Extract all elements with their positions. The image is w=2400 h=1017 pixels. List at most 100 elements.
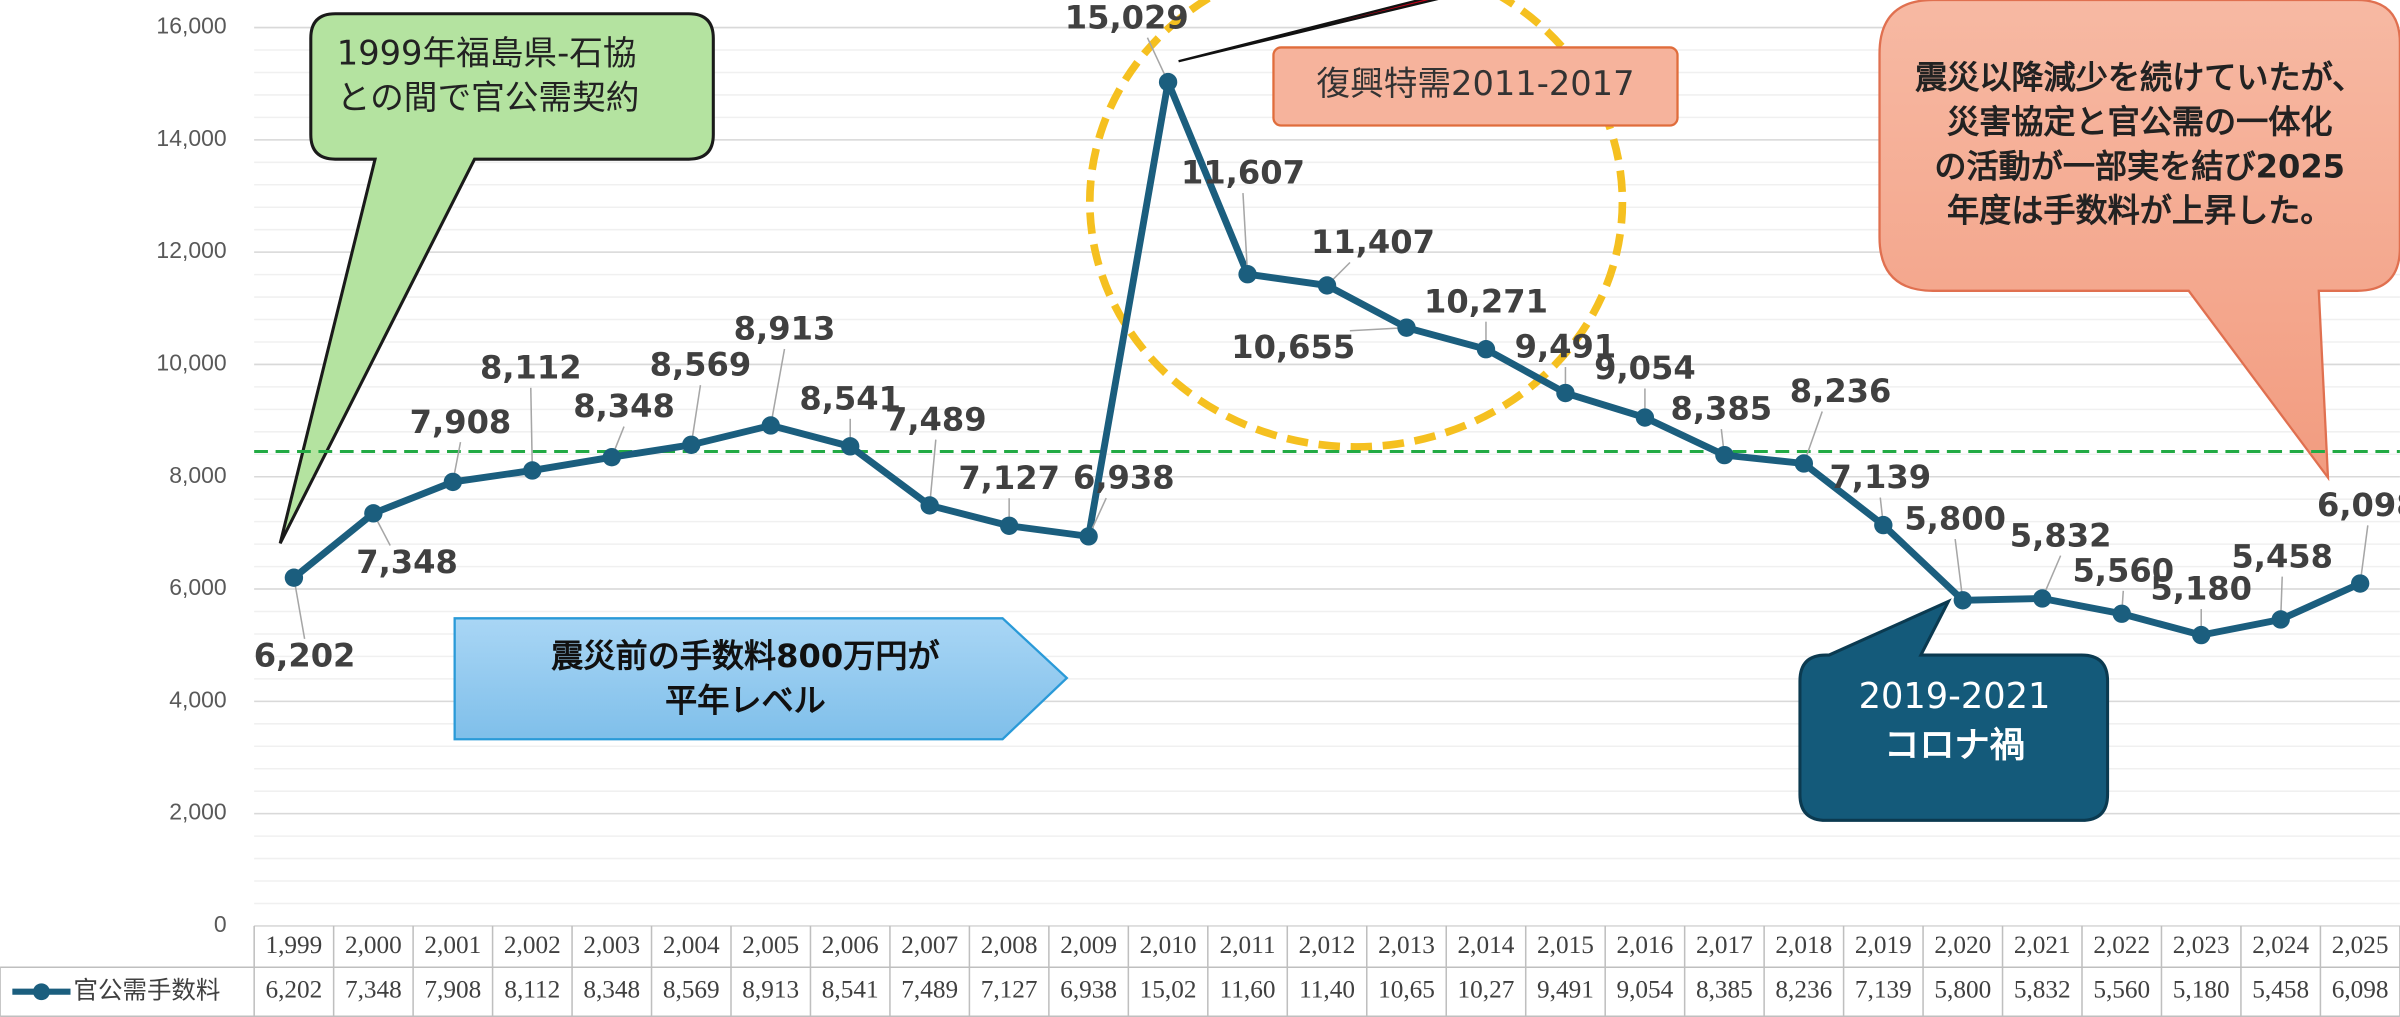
table-cell: 9,491 <box>1537 976 1594 1004</box>
x-tick-label: 2,014 <box>1458 931 1515 959</box>
x-tick-label: 2,003 <box>583 931 640 959</box>
data-label: 10,271 <box>1424 282 1548 320</box>
marker <box>1397 318 1416 337</box>
marker <box>523 461 542 480</box>
data-label: 7,127 <box>958 459 1060 497</box>
data-label: 5,560 <box>2072 551 2174 589</box>
data-label: 8,348 <box>573 387 675 425</box>
leader-line <box>293 577 306 640</box>
table-cell: 7,908 <box>424 976 481 1004</box>
data-label: 8,236 <box>1790 372 1892 410</box>
x-tick-label: 2,010 <box>1140 931 1197 959</box>
annotation-text: 震災以降減少を続けていたが、 <box>1915 59 2364 97</box>
x-tick-label: 2,017 <box>1696 931 1753 959</box>
data-label: 8,569 <box>650 346 752 384</box>
arrow <box>1178 0 1439 63</box>
data-label: 8,385 <box>1671 390 1773 428</box>
marker <box>443 472 463 492</box>
x-tick-label: 2,008 <box>981 931 1038 959</box>
marker <box>1079 527 1098 546</box>
table-cell: 6,098 <box>2332 976 2389 1004</box>
y-tick-label: 2,000 <box>169 799 226 825</box>
marker <box>284 568 304 587</box>
data-label: 8,112 <box>480 348 582 386</box>
x-tick-label: 2,019 <box>1855 931 1912 959</box>
data-label: 5,458 <box>2231 537 2333 575</box>
x-tick-label: 2,025 <box>2332 931 2389 959</box>
marker <box>2350 574 2370 593</box>
table-cell: 5,832 <box>2014 976 2071 1004</box>
leader-line <box>530 387 534 471</box>
table-cell: 7,127 <box>981 976 1038 1004</box>
x-tick-label: 2,024 <box>2252 931 2309 959</box>
x-tick-label: 2,023 <box>2173 931 2230 959</box>
table-cell: 8,541 <box>822 976 879 1004</box>
data-label: 11,407 <box>1311 223 1435 261</box>
x-tick-label: 2,001 <box>424 931 481 959</box>
marker <box>1158 72 1178 92</box>
marker <box>1635 408 1655 427</box>
leader-line <box>928 439 937 506</box>
table-cell: 11,60 <box>1220 976 1276 1004</box>
marker <box>1953 591 1972 610</box>
table-cell: 8,236 <box>1775 976 1832 1004</box>
table-cell: 7,348 <box>345 976 402 1004</box>
callout-salmon <box>1878 0 2400 482</box>
leader-line <box>1954 538 1964 601</box>
box-salmon <box>1272 46 1679 127</box>
data-label: 5,800 <box>1904 500 2006 538</box>
y-tick-label: 10,000 <box>156 350 226 376</box>
table-cell: 7,139 <box>1855 976 1912 1004</box>
table-cell: 5,560 <box>2093 976 2150 1004</box>
y-tick-label: 6,000 <box>169 574 226 600</box>
table-cell: 8,913 <box>742 976 799 1004</box>
x-tick-label: 2,009 <box>1060 931 1117 959</box>
table-cell: 10,27 <box>1458 976 1515 1004</box>
table-cell: 7,489 <box>901 976 958 1004</box>
annotation-text: との間で官公需契約 <box>337 78 640 117</box>
y-tick-label: 14,000 <box>156 125 226 151</box>
y-tick-label: 0 <box>214 911 227 937</box>
data-label: 10,655 <box>1231 328 1355 366</box>
table-cell: 5,458 <box>2252 976 2309 1004</box>
data-label: 7,908 <box>410 403 512 441</box>
leader-line <box>2359 525 2369 584</box>
y-tick-label: 16,000 <box>156 13 226 39</box>
table-cell: 5,800 <box>1934 976 1991 1004</box>
annotation-text: 年度は手数料が上昇した。 <box>1947 192 2332 230</box>
x-tick-label: 2,018 <box>1775 931 1832 959</box>
x-tick-label: 2,005 <box>742 931 799 959</box>
x-tick-label: 2,007 <box>901 931 958 959</box>
table-cell: 5,180 <box>2173 976 2230 1004</box>
data-table: 1,999 2,000 2,001 2,002 2,003 2,004 2,005 2,006… <box>0 925 2400 1017</box>
data-label: 8,541 <box>799 379 901 417</box>
marker <box>364 504 383 523</box>
data-label: 9,054 <box>1594 349 1696 387</box>
table-cell: 9,054 <box>1617 976 1674 1004</box>
leader-line <box>1803 411 1823 464</box>
data-label: 6,202 <box>254 636 356 674</box>
marker <box>2192 625 2211 645</box>
data-label: 5,832 <box>2010 516 2112 554</box>
annotation-text: コロナ禍 <box>1884 725 2025 766</box>
data-label: 7,348 <box>356 543 458 581</box>
marker <box>682 435 701 454</box>
y-tick-label: 8,000 <box>169 462 226 488</box>
table-cell: 8,348 <box>583 976 640 1004</box>
highlight-circle <box>1086 0 1627 451</box>
data-label: 6,098 <box>2317 486 2400 524</box>
table-cell: 8,385 <box>1696 976 1753 1004</box>
table-cell: 10,65 <box>1378 976 1435 1004</box>
marker <box>841 437 860 456</box>
data-label: 5,180 <box>2150 570 2252 608</box>
y-tick-label: 12,000 <box>156 237 226 263</box>
x-tick-label: 2,021 <box>2014 931 2071 959</box>
marker <box>761 416 780 435</box>
data-label: 7,489 <box>885 400 987 438</box>
data-label: 11,607 <box>1181 154 1305 192</box>
y-tick-label: 4,000 <box>169 686 226 712</box>
annotation-text: 平年レベル <box>665 681 826 719</box>
callout-green <box>278 12 715 545</box>
x-tick-label: 2,022 <box>2093 931 2150 959</box>
